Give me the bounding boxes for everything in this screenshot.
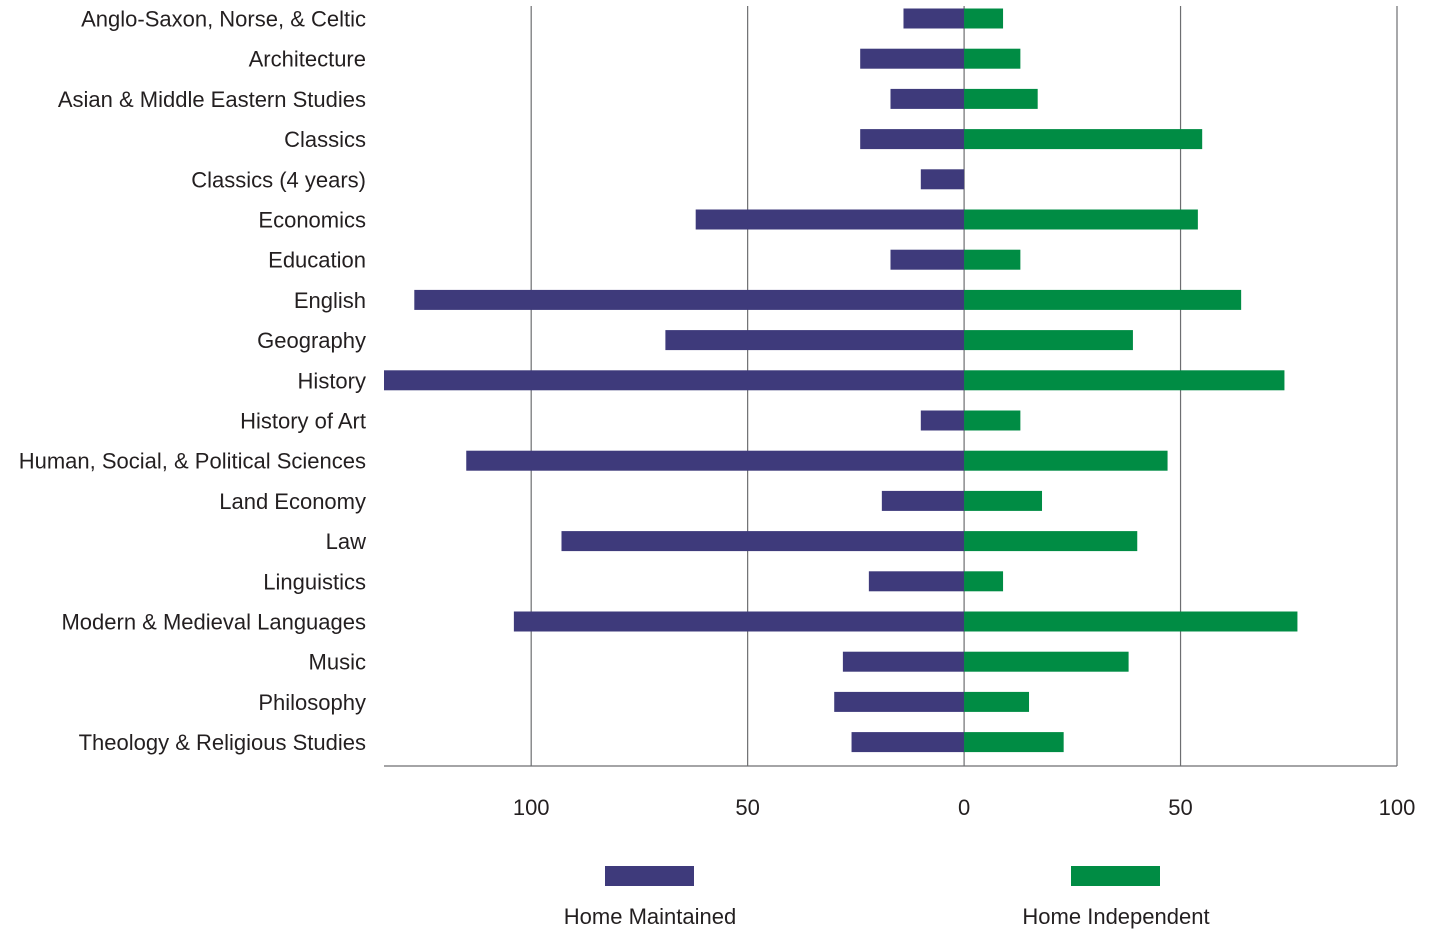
bar-independent-0 [964, 8, 1004, 29]
bar-independent-7 [964, 289, 1242, 310]
bar-independent-9 [964, 370, 1285, 391]
category-label-2: Asian & Middle Eastern Studies [58, 87, 366, 112]
category-label-18: Theology & Religious Studies [79, 730, 366, 755]
bar-maintained-3 [860, 129, 965, 150]
category-label-15: Modern & Medieval Languages [61, 610, 366, 635]
bar-independent-10 [964, 410, 1021, 431]
bar-independent-2 [964, 88, 1038, 109]
category-label-13: Law [326, 529, 366, 554]
category-label-0: Anglo-Saxon, Norse, & Celtic [81, 7, 366, 32]
category-label-16: Music [309, 650, 366, 675]
legend: Home Maintained Home Independent [564, 866, 1210, 929]
bar-maintained-15 [513, 611, 965, 632]
category-label-1: Architecture [249, 47, 366, 72]
bar-independent-11 [964, 450, 1168, 471]
category-label-17: Philosophy [258, 690, 366, 715]
bar-maintained-13 [561, 531, 965, 552]
x-tick-label-4: 100 [1379, 795, 1416, 820]
category-label-6: Education [268, 248, 366, 273]
bar-maintained-18 [851, 732, 965, 753]
bar-independent-15 [964, 611, 1298, 632]
x-axis: 100 50 0 50 100 [384, 765, 1416, 820]
bar-independent-12 [964, 490, 1043, 511]
bar-independent-13 [964, 531, 1138, 552]
bar-independent-5 [964, 209, 1198, 230]
category-label-12: Land Economy [219, 489, 366, 514]
bar-maintained-11 [466, 450, 965, 471]
bars [384, 8, 1298, 753]
x-tick-label-0: 100 [513, 795, 550, 820]
bar-maintained-17 [834, 691, 965, 712]
category-label-7: English [294, 288, 366, 313]
x-tick-label-1: 50 [735, 795, 759, 820]
bar-maintained-4 [920, 169, 965, 190]
category-label-9: History [298, 368, 366, 393]
bar-maintained-16 [842, 651, 965, 672]
legend-swatch-0 [605, 866, 694, 886]
x-tick-label-2: 0 [958, 795, 970, 820]
legend-label-0: Home Maintained [564, 904, 736, 929]
category-label-10: History of Art [240, 409, 366, 434]
bar-maintained-2 [890, 88, 965, 109]
bar-independent-14 [964, 571, 1004, 592]
bar-maintained-6 [890, 249, 965, 270]
bar-maintained-14 [868, 571, 965, 592]
bar-maintained-0 [903, 8, 965, 29]
bar-independent-6 [964, 249, 1021, 270]
bar-independent-8 [964, 330, 1133, 351]
category-label-8: Geography [257, 328, 366, 353]
category-label-14: Linguistics [263, 569, 366, 594]
bar-maintained-9 [384, 370, 965, 391]
legend-label-1: Home Independent [1022, 904, 1209, 929]
bar-independent-16 [964, 651, 1129, 672]
category-label-11: Human, Social, & Political Sciences [19, 449, 366, 474]
category-labels: Anglo-Saxon, Norse, & Celtic Architecture… [19, 7, 366, 756]
bar-maintained-10 [920, 410, 965, 431]
bar-independent-18 [964, 732, 1064, 753]
bar-maintained-5 [695, 209, 965, 230]
x-tick-label-3: 50 [1168, 795, 1192, 820]
legend-swatch-1 [1071, 866, 1160, 886]
category-label-3: Classics [284, 127, 366, 152]
bar-maintained-1 [860, 48, 965, 69]
category-label-5: Economics [258, 208, 366, 233]
bar-maintained-7 [414, 289, 965, 310]
bar-independent-1 [964, 48, 1021, 69]
bar-independent-3 [964, 129, 1203, 150]
bar-maintained-12 [881, 490, 965, 511]
bar-independent-17 [964, 691, 1030, 712]
category-label-4: Classics (4 years) [191, 167, 366, 192]
bar-maintained-8 [665, 330, 965, 351]
